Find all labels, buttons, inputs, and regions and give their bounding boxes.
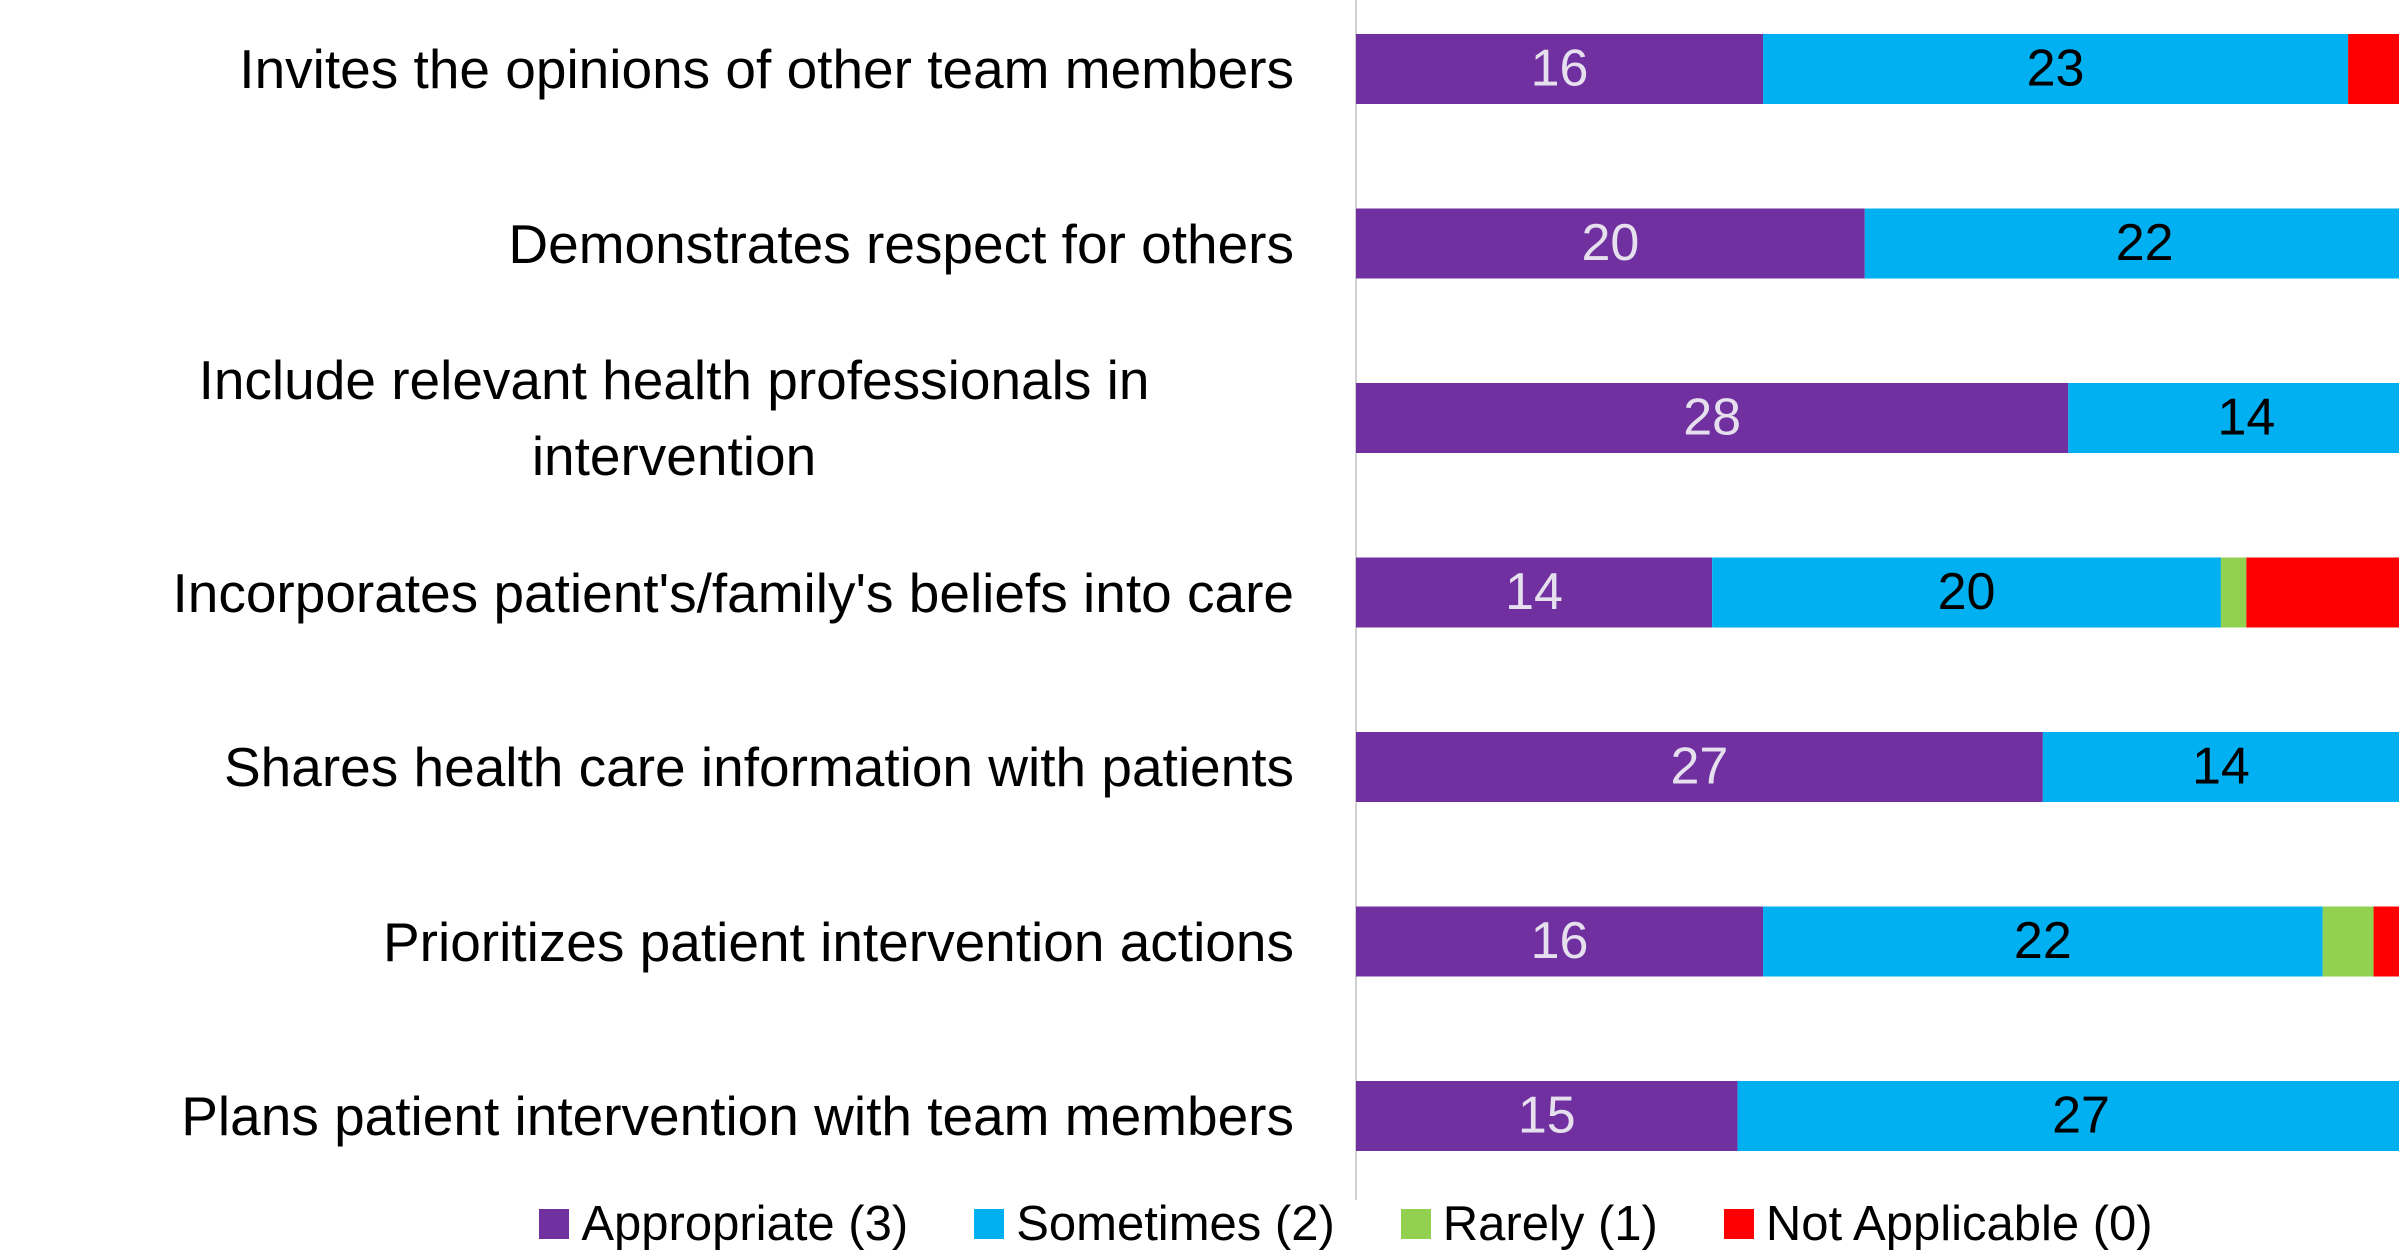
data-label: 16 bbox=[1531, 40, 1589, 98]
category-label: Prioritizes patient intervention actions bbox=[382, 910, 1294, 973]
data-label: 27 bbox=[1671, 738, 1729, 796]
legend-item: Rarely (1) bbox=[1400, 1196, 1658, 1252]
data-label: 16 bbox=[1531, 912, 1589, 970]
category-label-box: Include relevant health professionals in… bbox=[54, 333, 1294, 503]
legend-item: Not Applicable (0) bbox=[1723, 1196, 2153, 1252]
bar-segment bbox=[1864, 208, 2399, 279]
bar-segment bbox=[1356, 906, 1764, 977]
category-label-box: Prioritizes patient intervention actions bbox=[54, 857, 1294, 1027]
bar-segment bbox=[1356, 732, 2043, 802]
bar-segment bbox=[1356, 383, 2069, 453]
legend-swatch bbox=[1723, 1209, 1754, 1239]
bar-segment bbox=[1356, 557, 1713, 628]
data-label: 20 bbox=[1938, 563, 1996, 621]
bar-segment bbox=[2373, 906, 2399, 977]
data-label: 22 bbox=[2116, 214, 2174, 272]
data-label: 22 bbox=[2014, 912, 2072, 970]
bar-segment bbox=[2348, 34, 2399, 104]
legend-swatch bbox=[1400, 1209, 1431, 1239]
bar-segment bbox=[1356, 34, 1764, 104]
legend-item: Appropriate (3) bbox=[539, 1196, 908, 1252]
data-label: 14 bbox=[2217, 389, 2275, 447]
legend-swatch bbox=[974, 1209, 1005, 1239]
category-label-box: Incorporates patient's/family's beliefs … bbox=[54, 508, 1294, 678]
bar-segment bbox=[2042, 732, 2399, 802]
data-label: 14 bbox=[2192, 738, 2250, 796]
bar-segment bbox=[2246, 557, 2399, 628]
data-label: 20 bbox=[1581, 214, 1639, 272]
category-label-box: Plans patient intervention with team mem… bbox=[54, 1031, 1294, 1201]
category-label: Plans patient intervention with team mem… bbox=[181, 1085, 1294, 1147]
bar-segment bbox=[2068, 383, 2399, 453]
bar-segment bbox=[2220, 557, 2247, 628]
legend-label: Appropriate (3) bbox=[581, 1197, 909, 1251]
legend-item: Sometimes (2) bbox=[974, 1196, 1335, 1252]
bar-segment bbox=[1763, 34, 2349, 104]
legend-label: Rarely (1) bbox=[1442, 1197, 1658, 1251]
category-label-box: Invites the opinions of other team membe… bbox=[54, 0, 1294, 154]
data-label: 23 bbox=[2027, 40, 2085, 98]
bar-segment bbox=[1356, 1081, 1738, 1151]
bar-segment bbox=[1763, 906, 2323, 977]
bar-segment bbox=[2322, 906, 2374, 977]
category-label: Invites the opinions of other team membe… bbox=[239, 38, 1294, 100]
legend-swatch bbox=[539, 1209, 570, 1239]
category-label-box: Demonstrates respect for others bbox=[54, 159, 1294, 329]
data-label: 15 bbox=[1518, 1087, 1576, 1145]
category-label: Shares health care information with pati… bbox=[223, 736, 1294, 798]
category-label: Include relevant health professionals in… bbox=[198, 349, 1150, 487]
category-label-box: Shares health care information with pati… bbox=[54, 682, 1294, 852]
category-label: Incorporates patient's/family's beliefs … bbox=[172, 561, 1294, 624]
data-label: 28 bbox=[1683, 389, 1741, 447]
bar-segment bbox=[1356, 208, 1865, 279]
bar-segment bbox=[1737, 1081, 2399, 1151]
legend: Appropriate (3) Sometimes (2) Rarely (1) No… bbox=[0, 1196, 2399, 1252]
legend-label: Not Applicable (0) bbox=[1765, 1197, 2153, 1251]
category-label: Demonstrates respect for others bbox=[508, 212, 1294, 275]
bar-segment bbox=[1712, 557, 2221, 628]
data-label: 27 bbox=[2052, 1087, 2110, 1145]
legend-label: Sometimes (2) bbox=[1016, 1197, 1335, 1251]
data-label: 14 bbox=[1505, 563, 1563, 621]
